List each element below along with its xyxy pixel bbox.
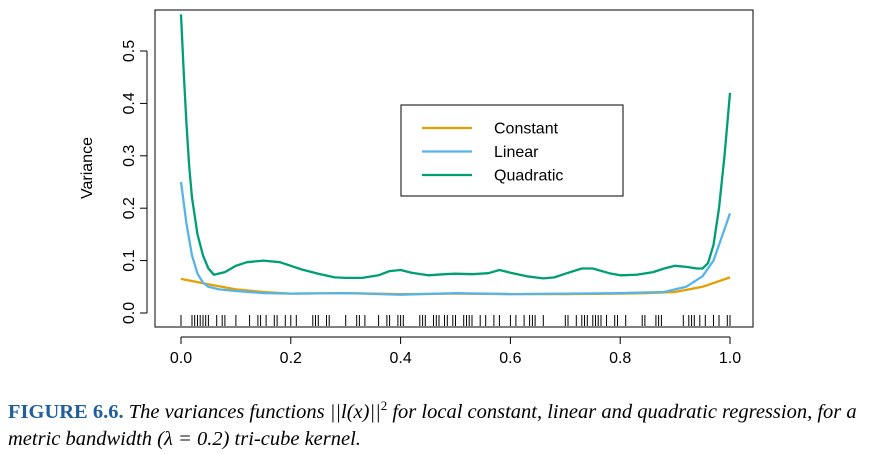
legend-label-quadratic: Quadratic: [494, 168, 563, 185]
caption-text-after: for local constant, linear and quadratic…: [8, 400, 857, 450]
series-line-quadratic: [179, 14, 732, 280]
x-tick-label: 0.0: [170, 350, 192, 367]
variance-chart: 0.0 0.2 0.4 0.6 0.8 1.0 0.0 0.1 0.2 0.3 0.4 0.5 Va…: [79, 9, 754, 367]
legend-label-linear: Linear: [494, 144, 539, 161]
series-line-linear: [179, 181, 732, 296]
legend: Constant Linear Quadratic: [400, 104, 624, 197]
legend-label-constant: Constant: [494, 121, 559, 138]
x-tick-label: 0.2: [280, 350, 302, 367]
x-tick-label: 1.0: [719, 350, 741, 367]
y-tick-label: 0.4: [121, 92, 138, 114]
x-tick-label: 0.8: [609, 350, 631, 367]
caption-norm-expression: ||l(x)||: [329, 400, 381, 423]
y-tick-label: 0.3: [121, 145, 138, 167]
figure-label: FIGURE 6.6.: [8, 400, 124, 423]
y-tick-label: 0.1: [121, 249, 138, 271]
x-tick-label: 0.4: [389, 350, 411, 367]
y-tick-label: 0.2: [121, 197, 138, 219]
x-axis: 0.0 0.2 0.4 0.6 0.8 1.0: [170, 336, 741, 367]
figure-caption: FIGURE 6.6. The variances functions ||l(…: [8, 392, 868, 453]
caption-norm-exponent: 2: [380, 398, 388, 413]
series-layer: [179, 14, 732, 296]
x-tick-label: 0.6: [499, 350, 521, 367]
rug-layer: [180, 315, 731, 326]
caption-text-before: The variances functions: [123, 400, 330, 423]
plot-frame: [154, 9, 754, 328]
y-tick-label: 0.5: [121, 40, 138, 62]
y-tick-label: 0.0: [121, 302, 138, 324]
y-axis: 0.0 0.1 0.2 0.3 0.4 0.5: [121, 40, 148, 324]
y-axis-label: Variance: [79, 137, 96, 199]
